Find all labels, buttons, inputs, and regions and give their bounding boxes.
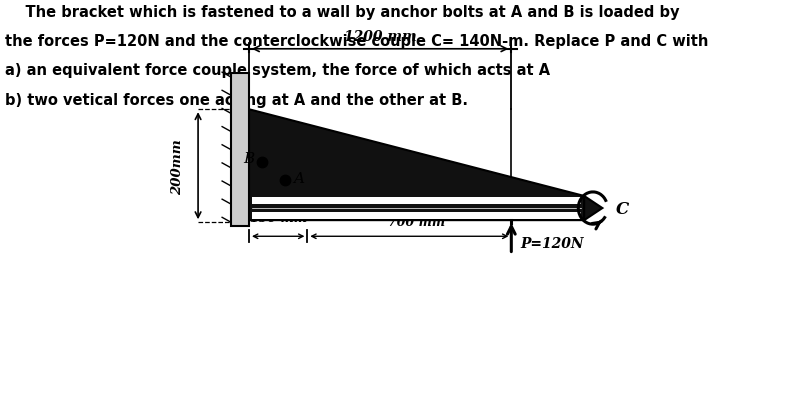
Text: the forces P=120N and the conterclockwise couple C= 140N-m. Replace P and C with: the forces P=120N and the conterclockwis… bbox=[5, 34, 709, 49]
Text: a) an equivalent force couple system, the force of which acts at A: a) an equivalent force couple system, th… bbox=[5, 63, 550, 78]
Polygon shape bbox=[584, 196, 603, 221]
Bar bbox=[252, 198, 582, 205]
Bar bbox=[252, 212, 582, 219]
Text: P=120N: P=120N bbox=[520, 237, 583, 251]
Text: B: B bbox=[244, 151, 254, 165]
Polygon shape bbox=[249, 110, 584, 221]
Bar bbox=[231, 74, 249, 227]
Text: A: A bbox=[293, 171, 304, 185]
Text: The bracket which is fastened to a wall by anchor bolts at A and B is loaded by: The bracket which is fastened to a wall … bbox=[5, 5, 680, 20]
Text: 1200 mm: 1200 mm bbox=[344, 30, 416, 44]
Text: C: C bbox=[616, 200, 629, 217]
Text: 150 mm: 150 mm bbox=[249, 212, 307, 225]
Text: 700 mm: 700 mm bbox=[388, 216, 446, 229]
Text: 200mm: 200mm bbox=[171, 139, 184, 194]
Text: b) two vetical forces one acting at A and the other at B.: b) two vetical forces one acting at A an… bbox=[5, 92, 468, 107]
